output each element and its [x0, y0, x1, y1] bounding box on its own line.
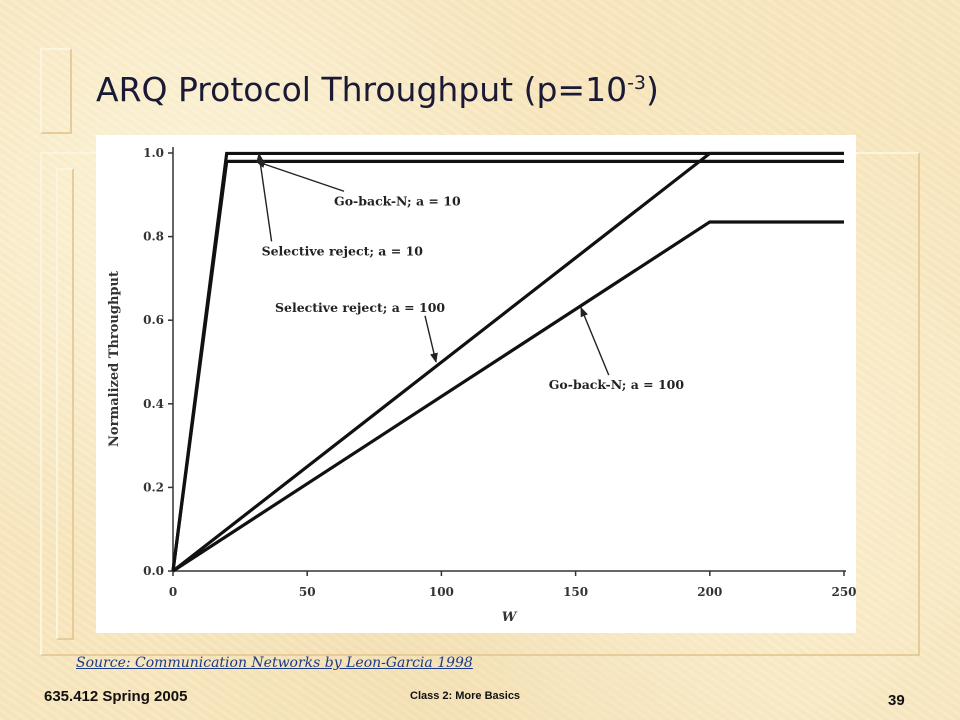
- chart-svg: 0.0 0.2 0.4 0.6 0.8 1.0 0 50 100 150 200 250 Go-ba…: [107, 146, 856, 625]
- slide-number: 39: [888, 692, 905, 709]
- annotation-label: Go-back-N; a = 10: [334, 193, 461, 208]
- y-ticks: 0.0 0.2 0.4 0.6 0.8 1.0: [143, 146, 173, 578]
- footer-class: Class 2: More Basics: [410, 690, 521, 702]
- annotation-arrow: [255, 160, 345, 192]
- slide-title-main: ARQ Protocol Throughput (p=10: [96, 70, 628, 109]
- y-tick-label: 1.0: [143, 146, 164, 160]
- annotation-label: Go-back-N; a = 100: [549, 377, 685, 392]
- series-lines: [171, 151, 844, 573]
- source-citation-link[interactable]: Source: Communication Networks by Leon-G…: [76, 655, 473, 671]
- annotation-label: Selective reject; a = 10: [262, 243, 424, 258]
- x-tick-label: 100: [429, 585, 454, 599]
- annotation-arrow: [580, 306, 610, 376]
- series-line-0: [171, 151, 844, 572]
- annotation-arrow: [424, 315, 438, 363]
- annotation-arrow: [256, 152, 273, 242]
- y-tick-label: 0.8: [143, 230, 164, 244]
- x-ticks: 0 50 100 150 200 250: [169, 571, 856, 599]
- annotations: Go-back-N; a = 10 Selective reject; a = 1…: [255, 152, 685, 392]
- x-tick-label: 200: [697, 585, 722, 599]
- decorative-frame-side: [56, 168, 74, 640]
- x-tick-label: 0: [169, 585, 177, 599]
- slide-title: ARQ Protocol Throughput (p=10-3): [96, 70, 659, 109]
- series-line-3: [172, 220, 844, 573]
- y-tick-label: 0.0: [143, 564, 164, 578]
- slide-title-superscript: -3: [627, 72, 647, 94]
- x-axis-label: W: [502, 610, 518, 625]
- annotation-label: Selective reject; a = 100: [275, 300, 445, 315]
- series-line-1: [171, 159, 844, 572]
- y-tick-label: 0.6: [143, 313, 164, 327]
- y-axis-label: Normalized Throughput: [107, 271, 122, 447]
- x-tick-label: 250: [831, 585, 856, 599]
- decorative-frame-title: [40, 48, 72, 134]
- footer-course: 635.412 Spring 2005: [44, 688, 188, 705]
- x-tick-label: 150: [563, 585, 588, 599]
- x-tick-label: 50: [299, 585, 316, 599]
- series-line-2: [172, 151, 844, 573]
- y-tick-label: 0.4: [143, 397, 164, 411]
- throughput-chart: 0.0 0.2 0.4 0.6 0.8 1.0 0 50 100 150 200 250 Go-ba…: [96, 135, 856, 633]
- slide-title-end: ): [646, 70, 659, 109]
- y-tick-label: 0.2: [143, 480, 164, 494]
